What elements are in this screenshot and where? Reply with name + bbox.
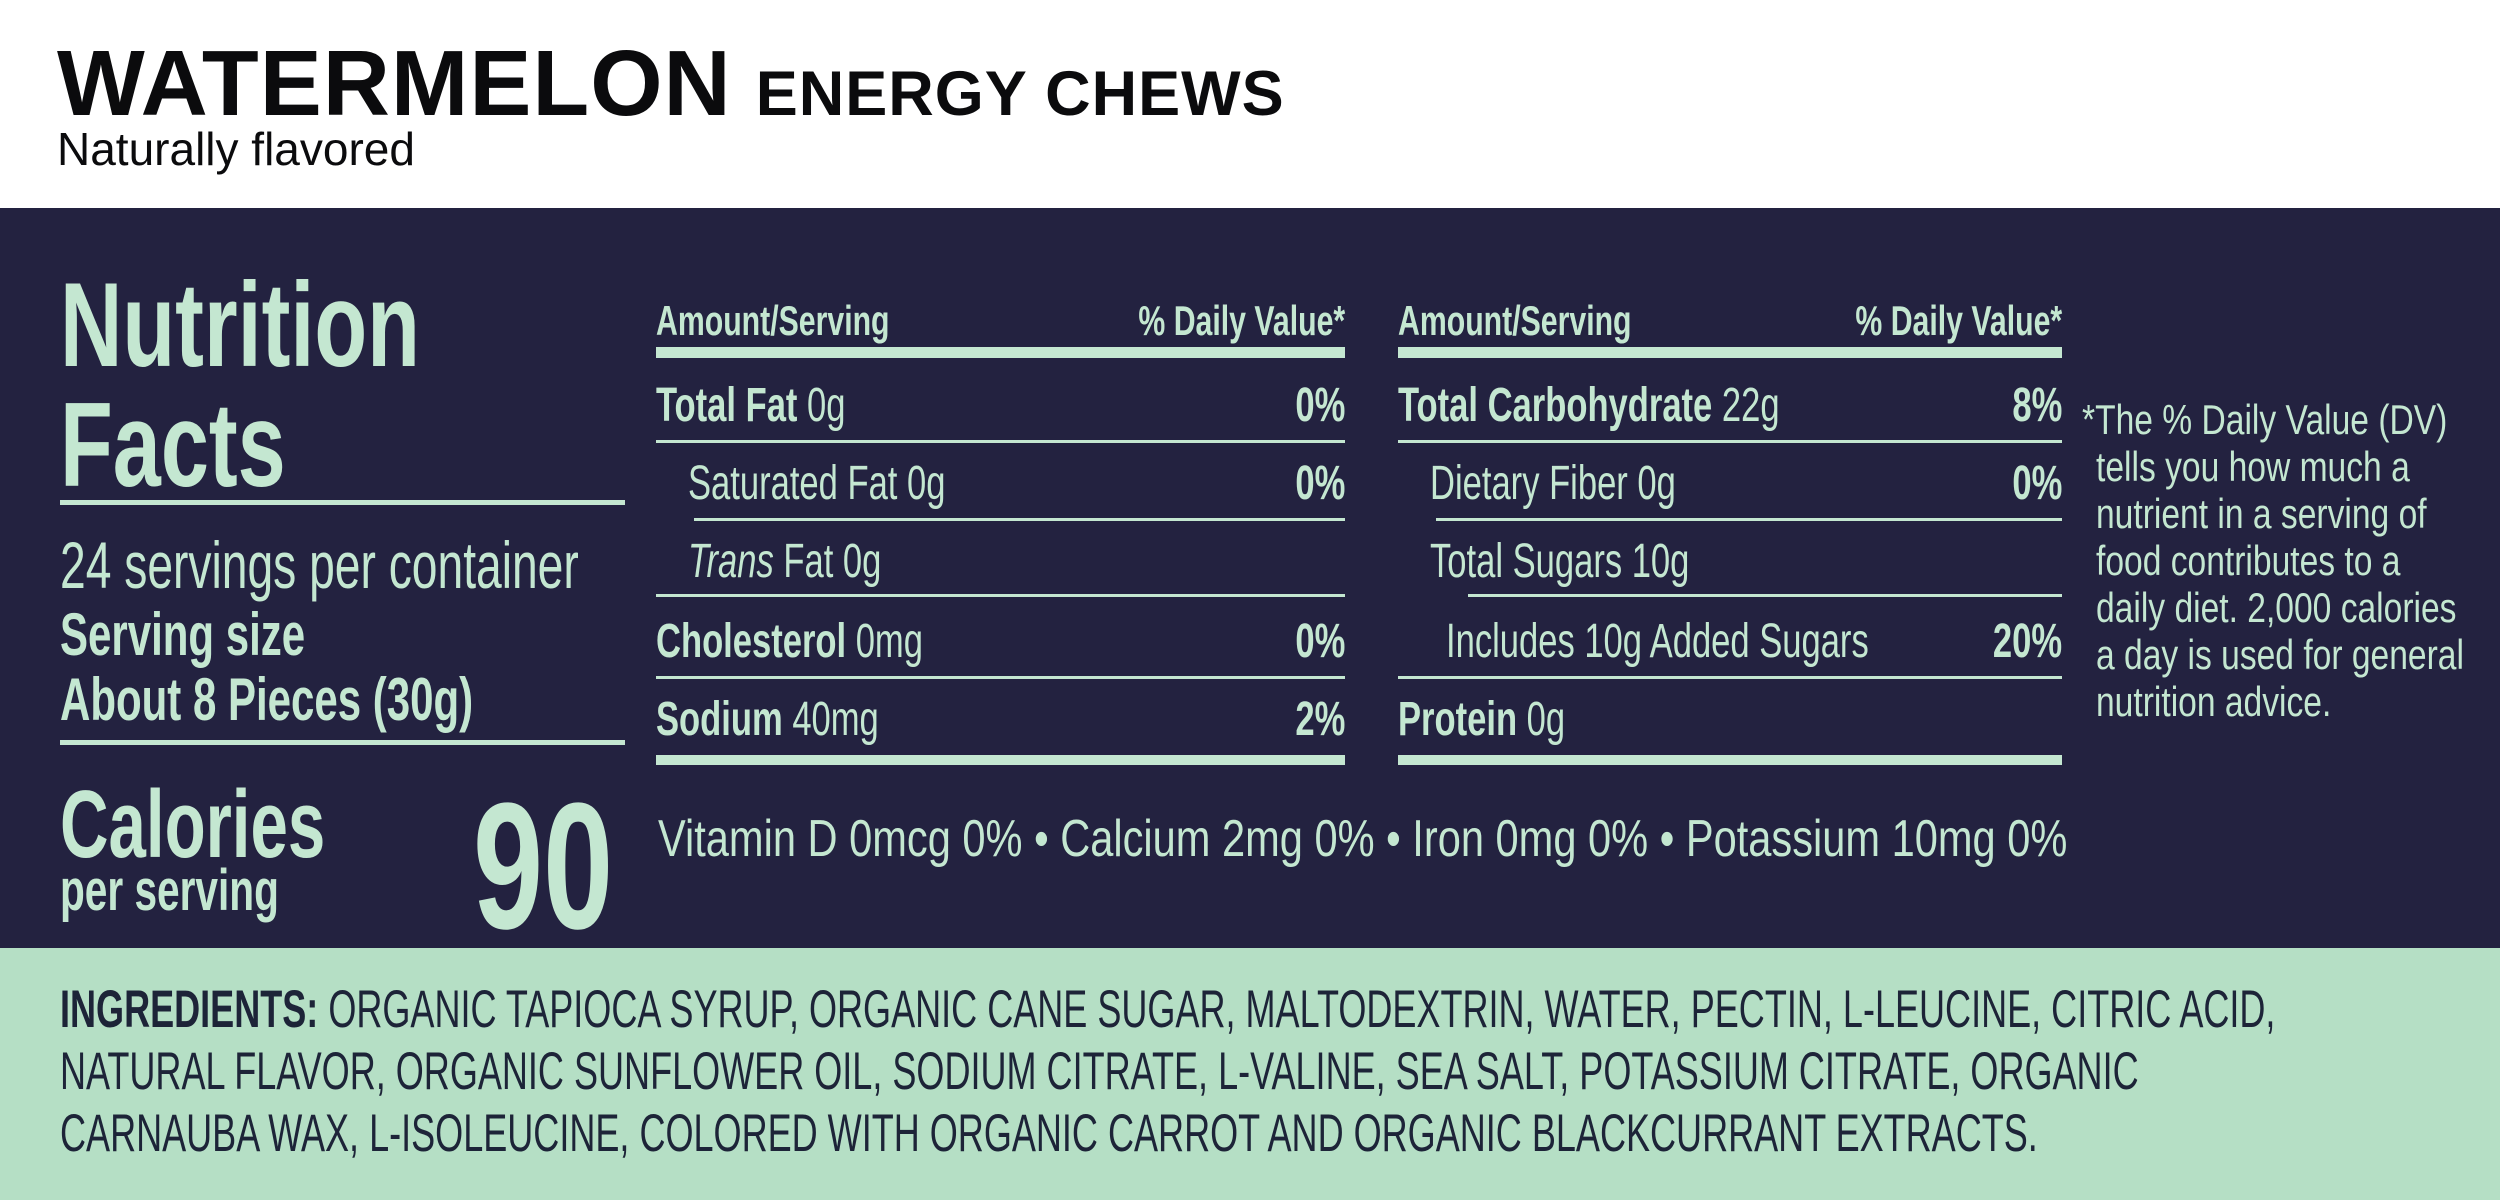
ingredients-line-3: CARNAUBA WAX, L-ISOLEUCINE, COLORED WITH… (60, 1104, 2038, 1163)
micronutrients-line: Vitamin D 0mcg 0% • Calcium 2mg 0% • Iro… (658, 810, 2068, 868)
header-band: WATERMELON ENERGY CHEWS Naturally flavor… (0, 0, 2500, 208)
servings-per-container: 24 servings per container (60, 528, 579, 602)
thick-bar (1398, 347, 2062, 358)
title-line-2: Facts (60, 378, 286, 512)
rule (656, 440, 1345, 443)
daily-value-header: % Daily Value* (1138, 297, 1345, 344)
rule (656, 676, 1345, 679)
product-type: ENERGY CHEWS (755, 59, 1285, 129)
row-added-sugars: Includes 10g Added Sugars 20% (1446, 615, 2062, 668)
row-total-sugars: Total Sugars 10g (1430, 535, 1690, 588)
row-dietary-fiber: Dietary Fiber 0g 0% (1430, 457, 2062, 510)
dv-value: 0% (1295, 379, 1345, 432)
serving-size-value: About 8 Pieces (30g) (60, 666, 474, 733)
row-cholesterol: Cholesterol 0mg 0% (656, 615, 1345, 668)
dv-value: 0% (1295, 615, 1345, 668)
calories-sublabel: per serving (60, 858, 279, 923)
title-line-1: Nutrition (60, 258, 420, 392)
amount-serving-header: Amount/Serving (656, 297, 890, 344)
row-saturated-fat: Saturated Fat 0g 0% (688, 457, 1345, 510)
dv-value: 0% (1295, 457, 1345, 510)
divider (60, 500, 625, 505)
column-header: Amount/Serving % Daily Value* (1398, 300, 2062, 342)
divider (60, 740, 625, 745)
row-total-carbohydrate: Total Carbohydrate 22g 8% (1398, 379, 2062, 432)
thick-bar (1398, 755, 2062, 765)
row-protein: Protein 0g (1398, 693, 1566, 746)
column-header: Amount/Serving % Daily Value* (656, 300, 1345, 342)
dv-value: 0% (2012, 457, 2062, 510)
rule (1436, 518, 2062, 521)
calories-value: 90 (473, 766, 614, 967)
rule (1398, 676, 2062, 679)
nutrition-facts-panel: Nutrition Facts 24 servings per containe… (0, 208, 2500, 957)
rule (1398, 440, 2062, 443)
daily-value-header: % Daily Value* (1855, 297, 2062, 344)
nutrition-facts-title: Nutrition Facts (60, 265, 560, 505)
dv-value: 20% (1992, 615, 2062, 668)
dv-value: 2% (1295, 693, 1345, 746)
daily-value-footnote: *The % Daily Value (DV) tells you how mu… (2082, 396, 2464, 725)
rule (694, 518, 1345, 521)
calories-label: Calories (60, 771, 326, 878)
flavor-subtitle: Naturally flavored (57, 123, 415, 175)
nutrient-column-1: Amount/Serving % Daily Value* Total Fat … (656, 208, 1345, 948)
amount-serving-header: Amount/Serving (1398, 297, 1632, 344)
ingredients-band: INGREDIENTS: ORGANIC TAPIOCA SYRUP, ORGA… (0, 948, 2500, 1200)
row-sodium: Sodium 40mg 2% (656, 693, 1345, 746)
ingredients-label: INGREDIENTS: (60, 980, 319, 1039)
ingredients-line-2: NATURAL FLAVOR, ORGANIC SUNFLOWER OIL, S… (60, 1042, 2139, 1101)
row-total-fat: Total Fat 0g 0% (656, 379, 1345, 432)
rule (1468, 594, 2062, 597)
nutrient-column-2: Amount/Serving % Daily Value* Total Carb… (1398, 208, 2062, 948)
serving-size-label: Serving size (60, 601, 306, 668)
flavor-name: WATERMELON (57, 31, 732, 135)
product-title: WATERMELON ENERGY CHEWS (57, 37, 1285, 130)
dv-value: 8% (2012, 379, 2062, 432)
ingredients-line-1: INGREDIENTS: ORGANIC TAPIOCA SYRUP, ORGA… (60, 980, 2276, 1039)
row-trans-fat: Trans Fat 0g (688, 535, 882, 588)
rule (656, 594, 1345, 597)
thick-bar (656, 347, 1345, 358)
thick-bar (656, 755, 1345, 765)
